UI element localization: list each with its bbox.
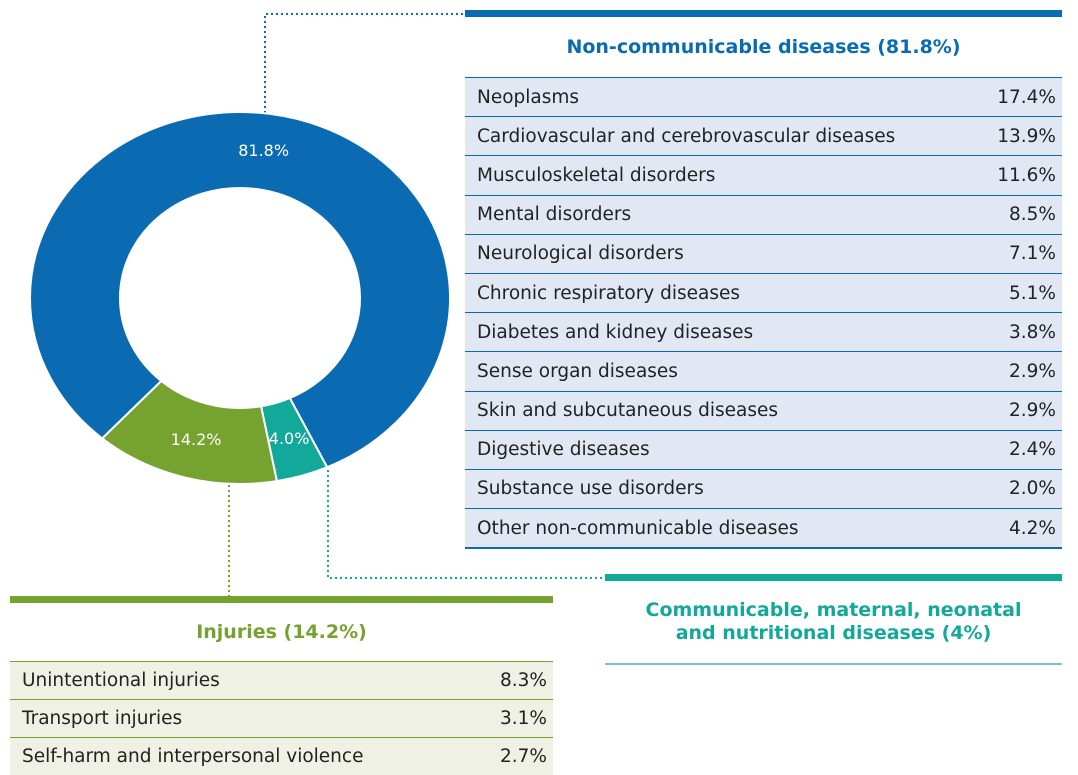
donut-segment: [100, 379, 279, 485]
table-row: Skin and subcutaneous diseases 2.9%: [465, 390, 1062, 430]
table-row: Diabetes and kidney diseases 3.8%: [465, 312, 1062, 352]
row-value: 4.2%: [1009, 517, 1056, 539]
row-label: Musculoskeletal disorders: [477, 164, 716, 186]
row-value: 11.6%: [997, 164, 1056, 186]
row-label: Neoplasms: [477, 86, 580, 108]
connector: [264, 13, 465, 128]
row-value: 2.9%: [1009, 400, 1056, 422]
row-label: Self-harm and interpersonal violence: [22, 746, 364, 767]
row-value: 2.9%: [1009, 360, 1056, 382]
row-value: 3.1%: [500, 708, 547, 729]
table-row: Cardiovascular and cerebrovascular disea…: [465, 116, 1062, 156]
panel: Injuries (14.2%) Unintentional injuries 8.…: [10, 596, 553, 775]
row-label: Diabetes and kidney diseases: [477, 321, 754, 343]
row-value: 2.4%: [1009, 439, 1056, 461]
row-label: Cardiovascular and cerebrovascular disea…: [477, 125, 896, 147]
table-row: Sense organ diseases 2.9%: [465, 351, 1062, 391]
table-row: Digestive diseases 2.4%: [465, 429, 1062, 469]
donut-segment: [29, 111, 451, 469]
row-label: Other non-communicable diseases: [477, 517, 799, 539]
connector: [327, 470, 605, 579]
row-label: Neurological disorders: [477, 243, 684, 265]
row-label: Transport injuries: [22, 708, 183, 729]
panel-bar: [605, 574, 1062, 581]
table-row: Other non-communicable diseases 4.2%: [465, 508, 1062, 548]
row-label: Chronic respiratory diseases: [477, 282, 741, 304]
panel-title: Communicable, maternal, neonatal and nut…: [645, 599, 1022, 644]
segment-label: 14.2%: [171, 430, 222, 449]
table-row: Musculoskeletal disorders 11.6%: [465, 155, 1062, 195]
row-label: Digestive diseases: [477, 439, 650, 461]
table-row: Chronic respiratory diseases 5.1%: [465, 272, 1062, 313]
row-value: 7.1%: [1009, 243, 1056, 265]
table-row: Neoplasms 17.4%: [465, 77, 1062, 117]
table-row: Self-harm and interpersonal violence 2.7%: [10, 737, 553, 775]
row-value: 8.3%: [500, 670, 547, 691]
row-label: Unintentional injuries: [22, 670, 220, 691]
panel-rule: [605, 663, 1062, 665]
panel-bar: [10, 596, 553, 603]
panel-rule: [465, 547, 1062, 549]
panel: Communicable, maternal, neonatal and nut…: [605, 574, 1062, 665]
table-row: Substance use disorders 2.0%: [465, 468, 1062, 509]
row-label: Skin and subcutaneous diseases: [477, 400, 779, 422]
table-row: Transport injuries 3.1%: [10, 699, 553, 737]
row-value: 17.4%: [997, 86, 1056, 108]
row-label: Substance use disorders: [477, 478, 704, 500]
row-value: 13.9%: [997, 125, 1056, 147]
row-label: Mental disorders: [477, 204, 632, 226]
table-row: Mental disorders 8.5%: [465, 194, 1062, 234]
row-value: 2.7%: [500, 746, 547, 767]
segment-label: 4.0%: [269, 429, 310, 448]
row-value: 2.0%: [1009, 478, 1056, 500]
segment-label: 81.8%: [238, 141, 289, 160]
panel-bar: [465, 10, 1062, 17]
row-value: 8.5%: [1009, 204, 1056, 226]
table-row: Unintentional injuries 8.3%: [10, 661, 553, 699]
panel-title: Non-communicable diseases (81.8%): [566, 35, 961, 58]
row-label: Sense organ diseases: [477, 360, 678, 382]
panel: Non-communicable diseases (81.8%) Neoplas…: [465, 10, 1062, 549]
table-row: Neurological disorders 7.1%: [465, 233, 1062, 273]
panel-title: Injuries (14.2%): [196, 620, 367, 643]
row-value: 5.1%: [1009, 282, 1056, 304]
row-value: 3.8%: [1009, 321, 1056, 343]
